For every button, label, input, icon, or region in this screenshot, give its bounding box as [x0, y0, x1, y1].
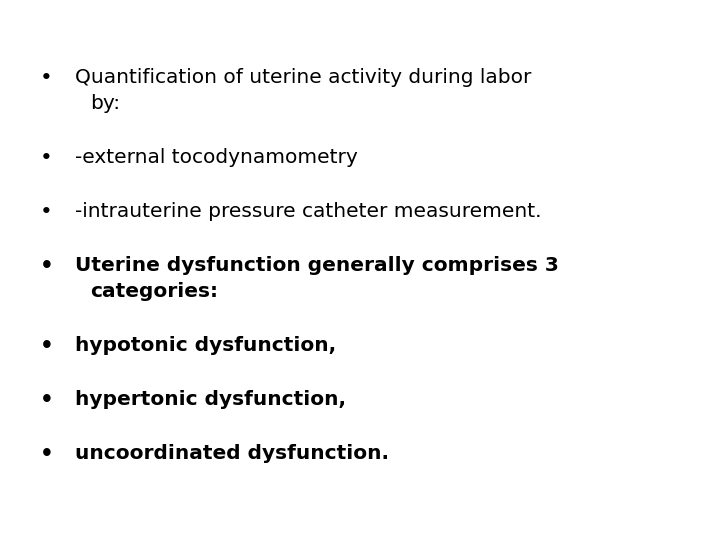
Text: uncoordinated dysfunction.: uncoordinated dysfunction. — [75, 444, 389, 463]
Text: categories:: categories: — [90, 282, 218, 301]
Text: -external tocodynamometry: -external tocodynamometry — [75, 148, 358, 167]
Text: •: • — [40, 336, 54, 356]
Text: by:: by: — [90, 94, 120, 113]
Text: hypertonic dysfunction,: hypertonic dysfunction, — [75, 390, 346, 409]
Text: •: • — [40, 444, 54, 464]
Text: •: • — [40, 148, 53, 168]
Text: •: • — [40, 256, 54, 276]
Text: Uterine dysfunction generally comprises 3: Uterine dysfunction generally comprises … — [75, 256, 559, 275]
Text: •: • — [40, 202, 53, 222]
Text: •: • — [40, 68, 53, 88]
Text: hypotonic dysfunction,: hypotonic dysfunction, — [75, 336, 336, 355]
Text: Quantification of uterine activity during labor: Quantification of uterine activity durin… — [75, 68, 531, 87]
Text: •: • — [40, 390, 54, 410]
Text: -intrauterine pressure catheter measurement.: -intrauterine pressure catheter measurem… — [75, 202, 541, 221]
